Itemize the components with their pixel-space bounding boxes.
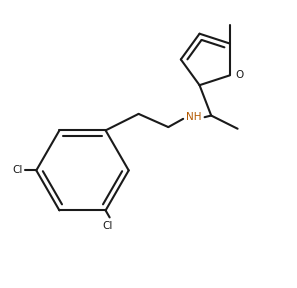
Text: NH: NH [187, 112, 202, 122]
Text: Cl: Cl [102, 221, 113, 231]
Text: O: O [236, 70, 244, 80]
Text: Cl: Cl [13, 165, 23, 175]
